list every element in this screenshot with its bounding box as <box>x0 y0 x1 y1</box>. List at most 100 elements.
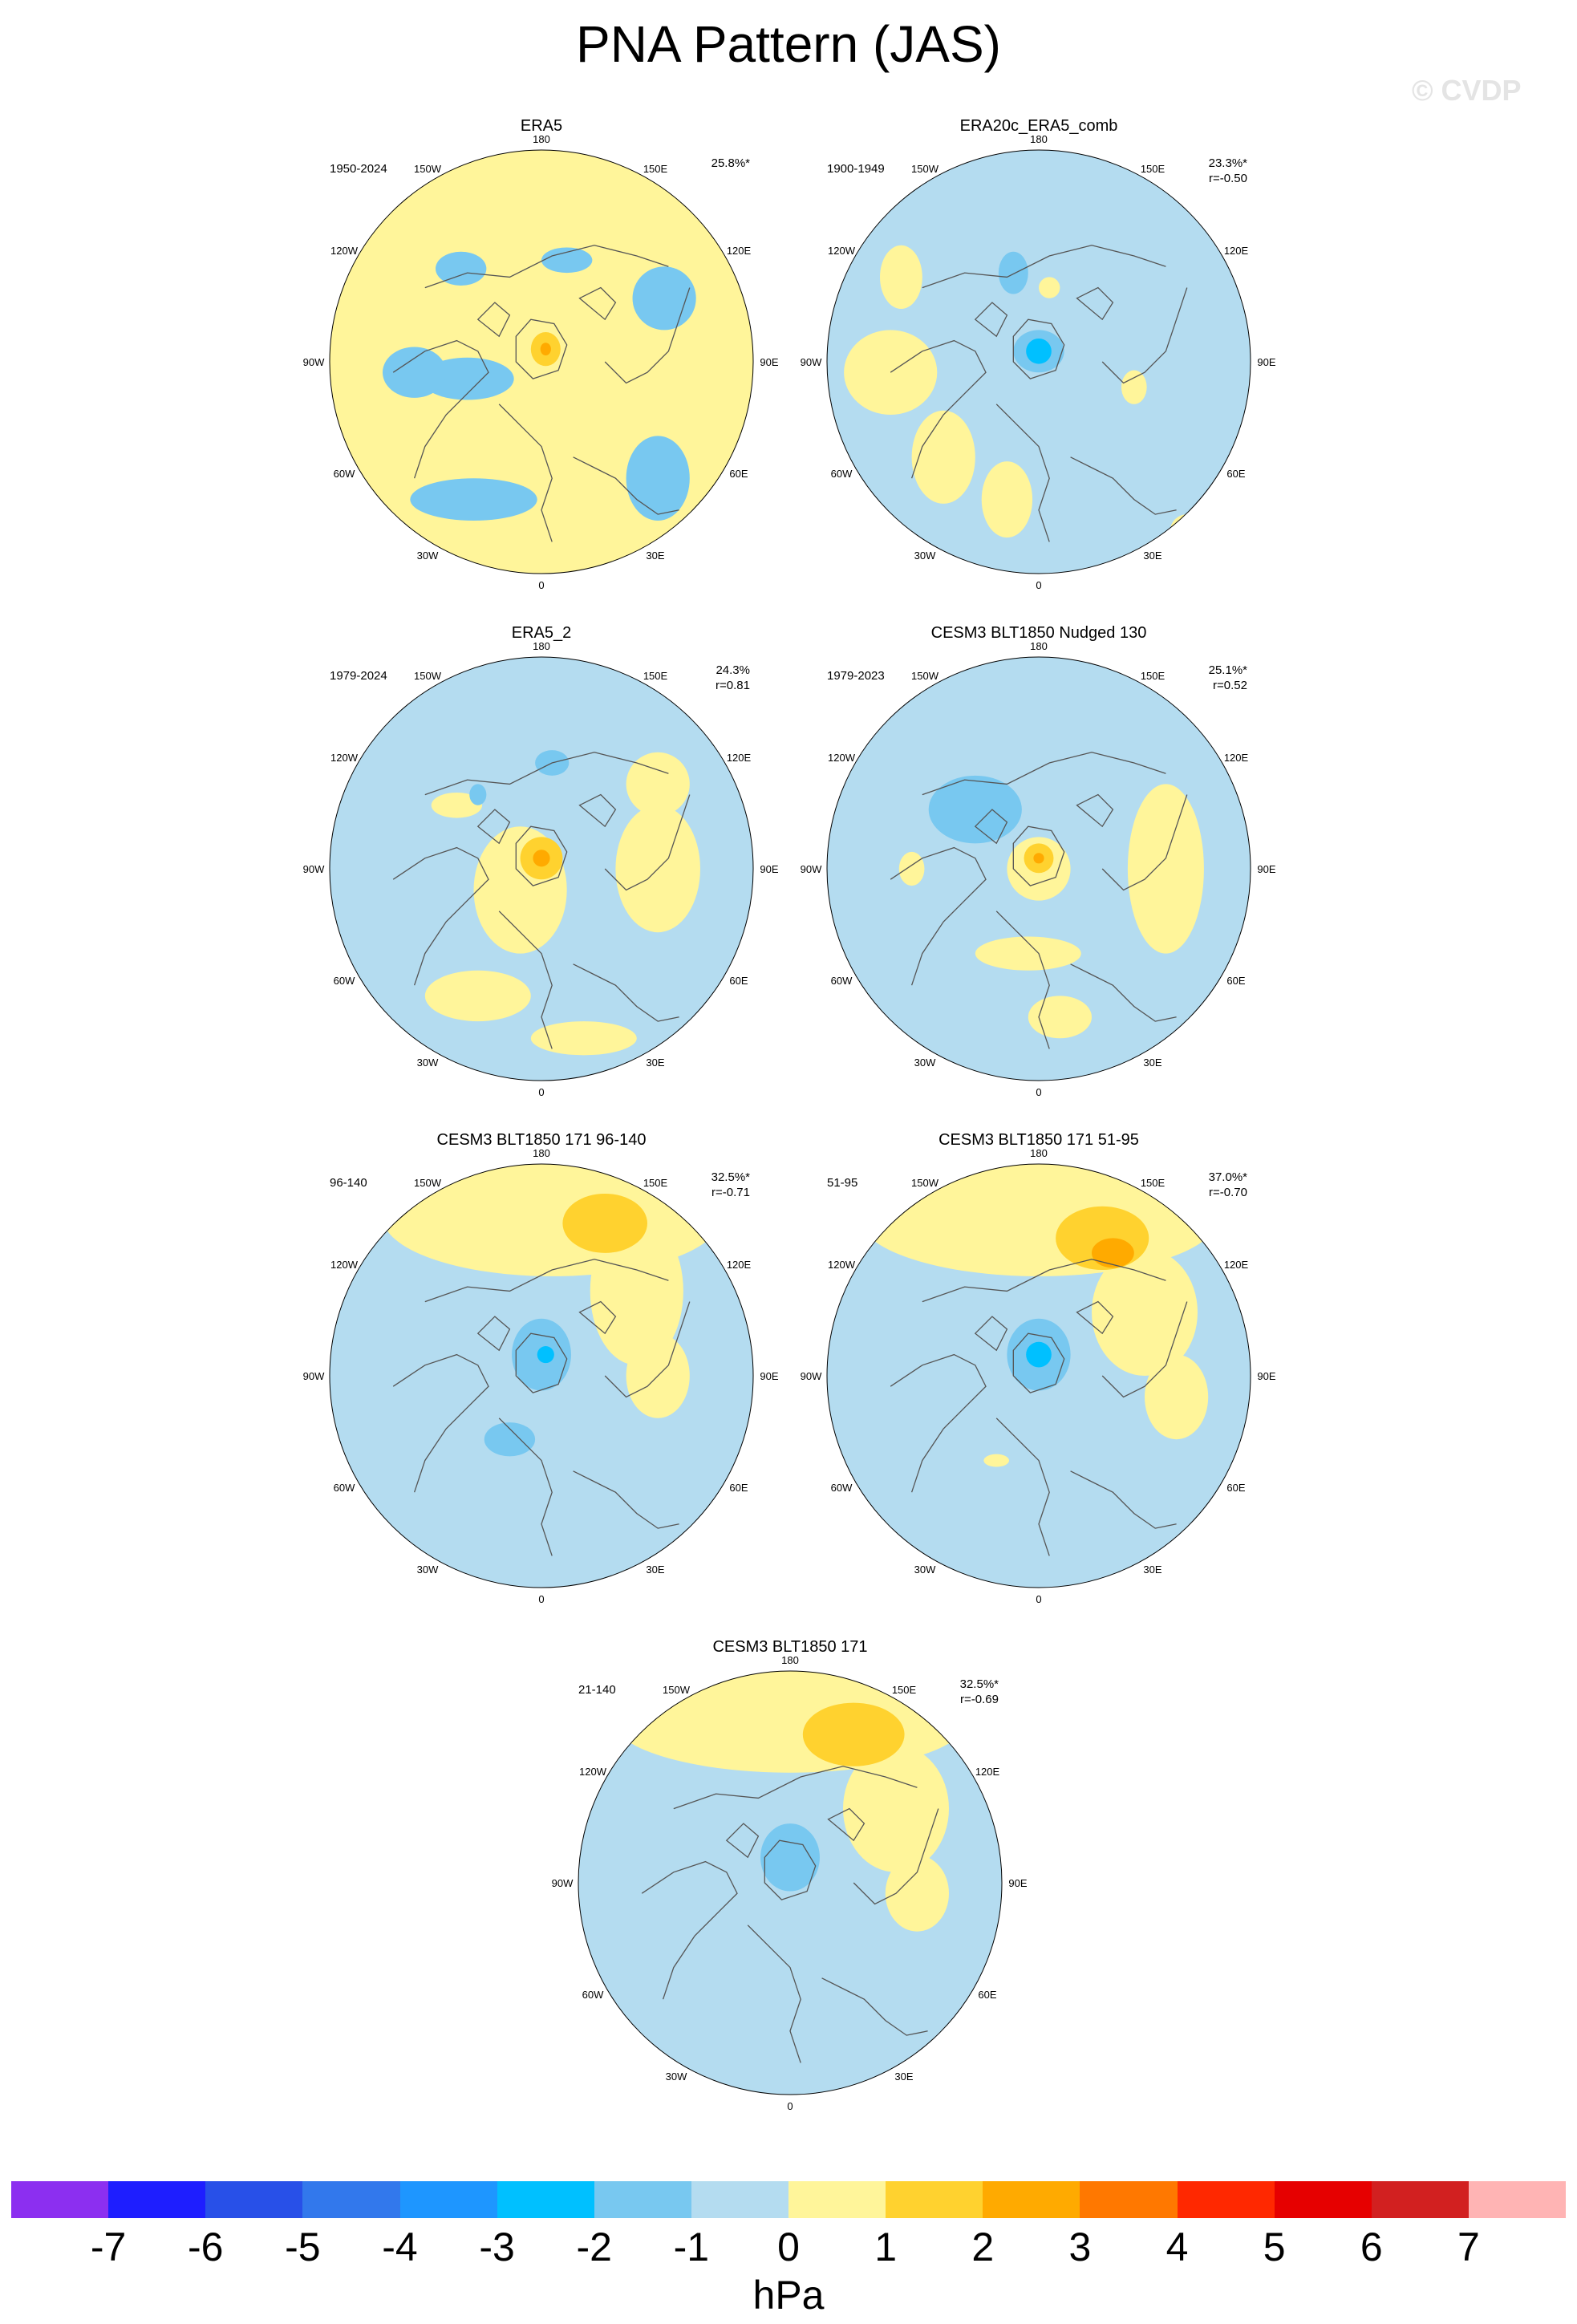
longitude-label: 0 <box>538 1086 544 1098</box>
colorbar-segment <box>11 2181 109 2218</box>
coastline <box>764 1839 817 1900</box>
map-border <box>826 656 1251 1081</box>
coastline <box>515 1332 568 1393</box>
coastline <box>890 339 987 479</box>
longitude-label: 60W <box>334 1482 355 1494</box>
anomaly-contour <box>1121 370 1147 404</box>
panel-title: ERA5 <box>520 117 563 135</box>
coastline <box>476 1316 511 1352</box>
anomaly-contour <box>1039 277 1060 298</box>
anomaly-contour <box>562 1193 647 1253</box>
coastline <box>476 302 511 338</box>
coastline <box>1012 1332 1065 1393</box>
longitude-label: 150W <box>663 1684 691 1696</box>
longitude-label: 30W <box>417 1057 439 1069</box>
longitude-label: 90E <box>1257 863 1275 875</box>
coastline <box>573 963 679 1022</box>
anomaly-contour <box>540 343 551 356</box>
longitude-label: 150E <box>643 163 668 175</box>
panel-title: CESM3 BLT1850 171 51-95 <box>938 1131 1139 1149</box>
map-panel: CESM3 BLT1850 171 51-95 51-95 37.0%* r=-0.7… <box>790 1131 1287 1612</box>
anomaly-contour <box>590 1217 683 1365</box>
longitude-label: 150E <box>1141 1177 1166 1189</box>
longitude-label: 120W <box>330 752 359 764</box>
coastline <box>515 318 568 379</box>
panel-title: CESM3 BLT1850 171 <box>712 1638 868 1656</box>
longitude-label: 30E <box>1143 1564 1161 1576</box>
anomaly-contour <box>1033 853 1044 864</box>
colorbar-tick-label: 2 <box>971 2225 995 2269</box>
pattern-correlation: r=-0.69 <box>960 1693 999 1706</box>
longitude-label: 150W <box>414 163 442 175</box>
longitude-label: 120E <box>1224 752 1249 764</box>
longitude-label: 120E <box>1224 1259 1249 1271</box>
polar-map: 180 150E 120E 90E 60E 30E 0 30W 60W 90W 120W 150W <box>801 640 1276 1098</box>
coastline <box>1070 456 1177 515</box>
longitude-label: 30E <box>894 2071 913 2083</box>
longitude-label: 120W <box>828 1259 856 1271</box>
coastline <box>392 339 489 479</box>
longitude-label: 60E <box>729 975 748 987</box>
longitude-label: 30W <box>666 2071 687 2083</box>
polar-map: 180 150E 120E 90E 60E 30E 0 30W 60W 90W 120W 150W <box>801 1147 1276 1605</box>
anomaly-contour <box>975 936 1081 971</box>
longitude-label: 60W <box>831 975 853 987</box>
anomaly-contour <box>844 330 938 415</box>
longitude-label: 90E <box>1257 1370 1275 1382</box>
coastline <box>641 1860 738 2000</box>
longitude-label: 120W <box>330 1259 359 1271</box>
longitude-label: 90W <box>303 863 325 875</box>
coastline <box>747 1924 801 2063</box>
longitude-label: 0 <box>787 2100 793 2112</box>
map-border <box>826 1163 1251 1588</box>
coastline <box>1070 1470 1177 1529</box>
longitude-label: 120E <box>727 752 752 764</box>
coastline <box>578 793 617 828</box>
panel-stats: 24.3% r=0.81 <box>662 663 750 693</box>
colorbar-segment <box>1080 2181 1178 2218</box>
coastline <box>578 1300 617 1335</box>
panel-stats: 25.8%* <box>662 156 750 171</box>
anomaly-contour <box>1170 514 1204 549</box>
coastline <box>974 809 1008 845</box>
longitude-label: 180 <box>533 133 550 145</box>
longitude-label: 60W <box>582 1989 604 2001</box>
anomaly-contour <box>541 247 593 274</box>
coastline <box>573 1470 679 1529</box>
coastline <box>821 1977 928 2036</box>
colorbar-segment <box>594 2181 691 2218</box>
colorbar-segment <box>1371 2181 1469 2218</box>
pct-variance: 23.3%* <box>1208 156 1247 170</box>
panel-stats: 23.3%* r=-0.50 <box>1159 156 1247 186</box>
anomaly-contour <box>880 245 922 309</box>
longitude-label: 90E <box>1008 1877 1027 1889</box>
longitude-label: 60W <box>334 468 355 480</box>
colorbar-segment <box>302 2181 400 2218</box>
longitude-label: 30E <box>646 1057 664 1069</box>
longitude-label: 150W <box>911 670 939 682</box>
map-border <box>826 149 1251 574</box>
longitude-label: 90W <box>801 1370 822 1382</box>
panel-years: 96-140 <box>330 1176 367 1190</box>
longitude-label: 90W <box>303 1370 325 1382</box>
panel-title: CESM3 BLT1850 Nudged 130 <box>930 624 1147 642</box>
pct-variance: 37.0%* <box>1208 1170 1247 1184</box>
anomaly-contour <box>436 251 487 286</box>
colorbar-tick-label: -4 <box>382 2225 418 2269</box>
coastline <box>424 752 669 796</box>
coastline <box>604 287 691 384</box>
coastline <box>1076 793 1114 828</box>
anomaly-contour <box>1028 996 1092 1039</box>
coastline <box>1012 318 1065 379</box>
panel-stats: 32.5%* r=-0.71 <box>662 1170 750 1200</box>
coastline <box>1070 963 1177 1022</box>
map-panel: CESM3 BLT1850 Nudged 130 1979-2023 25.1%* r… <box>790 624 1287 1105</box>
map-border <box>578 1670 1003 2095</box>
colorbar-tick-label: 1 <box>874 2225 898 2269</box>
longitude-label: 120W <box>828 752 856 764</box>
anomaly-contour <box>424 970 531 1022</box>
pct-variance: 32.5%* <box>959 1677 999 1691</box>
longitude-label: 30W <box>914 1564 936 1576</box>
colorbar-segment <box>1177 2181 1275 2218</box>
anomaly-contour <box>911 410 975 504</box>
